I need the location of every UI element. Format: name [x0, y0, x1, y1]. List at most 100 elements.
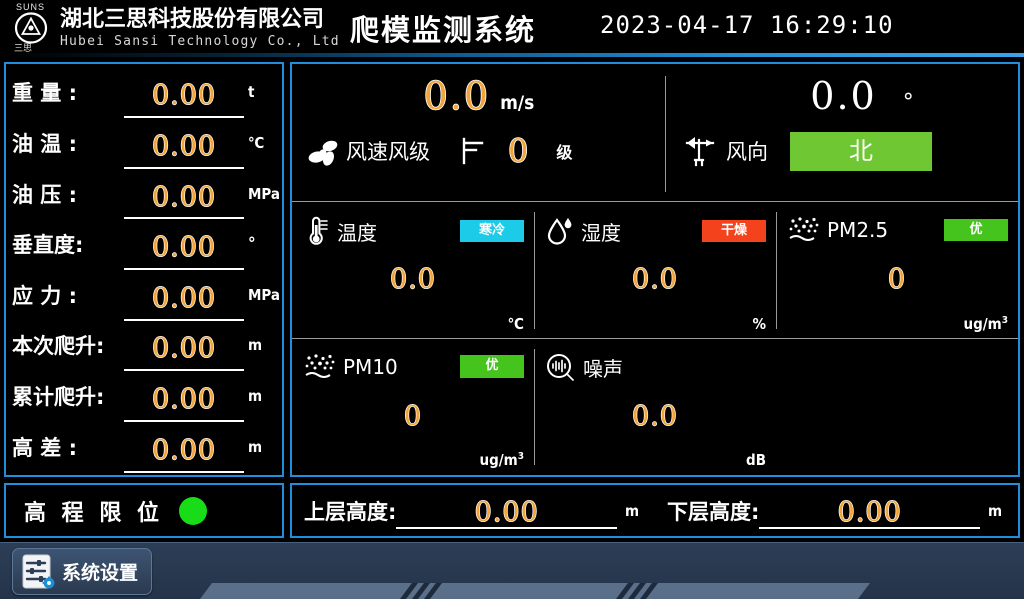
measurement-value: 0.00 — [151, 231, 217, 264]
wind-speed-unit: m/s — [500, 92, 535, 114]
wind-speed-cell: 0.0 m/s — [292, 64, 666, 202]
measurement-value: 0.00 — [151, 130, 217, 162]
wind-level-flag-icon — [460, 136, 486, 166]
measurement-value: 0.00 — [151, 333, 217, 365]
thermometer-icon — [304, 216, 330, 246]
sensor-name: PM2.5 — [827, 218, 889, 242]
sensor-grid: 温度 寒冷 0.0 ℃ 湿度 干燥 0.0% PM2.5 优 0 ug/m3 PM10 优 0 ug/m3… — [292, 202, 1018, 475]
measurement-value: 0.00 — [151, 434, 217, 466]
wind-level-readout: 风速风级 0 级 — [306, 131, 660, 171]
header-accent-line — [0, 53, 1024, 57]
wind-speed-value: 0.0 — [423, 73, 491, 119]
sensor-status-badge: 干燥 — [702, 219, 766, 243]
measurement-value: 0.00 — [151, 282, 217, 314]
logo-suns-text: SUNS — [16, 2, 46, 12]
layer-height-item: 下层高度: 0.00 m — [655, 485, 1018, 536]
wind-speed-label: 风速风级 — [346, 140, 430, 164]
wind-level-unit: 级 — [556, 143, 573, 162]
sensor-unit-exponent: 3 — [517, 451, 524, 462]
noise-meter-icon — [546, 353, 576, 383]
layer-height-unit: m — [988, 501, 1003, 520]
layer-height-value-field: 0.00 — [396, 490, 617, 529]
weather-vane-icon — [682, 134, 720, 168]
layer-height-value-field: 0.00 — [759, 490, 980, 529]
measurement-value-field: 0.00 — [124, 169, 244, 220]
logo-mark — [14, 12, 48, 49]
brand-text-block: 湖北三思科技股份有限公司 Hubei Sansi Technology Co.,… — [60, 8, 340, 49]
dust-particles-icon — [788, 216, 820, 244]
measurement-value-field: 0.00 — [124, 270, 244, 321]
sensor-value: 0 — [403, 400, 423, 432]
measurement-row: 本次爬升: 0.00 m — [12, 320, 278, 372]
sensor-header: 湿度 干燥 — [546, 216, 766, 246]
wind-direction-value: 0.0 — [810, 74, 877, 118]
measurement-row: 累计爬升: 0.00 m — [12, 371, 278, 422]
dust-particles-icon — [304, 353, 336, 381]
logo-sansi-text: 三思 — [14, 43, 33, 53]
sensor-value: 0.0 — [631, 400, 678, 432]
sensor-name: 温度 — [337, 220, 377, 245]
measurement-row: 重 量 : 0.00 t — [12, 67, 278, 119]
sensor-cell: 噪声 0.0 dB — [534, 339, 776, 476]
layer-height-panel: 上层高度: 0.00 m 下层高度: 0.00 m — [290, 483, 1020, 538]
sensor-unit: ug/m3 — [479, 451, 524, 469]
measurement-label: 重 量 : — [12, 81, 78, 106]
wind-direction-badge: 北 — [790, 132, 932, 171]
sensor-status-badge: 优 — [460, 355, 524, 378]
sensor-cell: PM2.5 优 0 ug/m3 — [776, 202, 1018, 339]
fan-icon — [306, 135, 340, 167]
elevation-limit-status-indicator — [178, 496, 207, 525]
sensor-unit-base: % — [752, 314, 766, 333]
sensor-cell: 温度 寒冷 0.0 ℃ — [292, 202, 534, 339]
sensor-name: 湿度 — [581, 220, 621, 245]
sensor-header: 噪声 — [546, 353, 766, 383]
measurement-unit: t — [248, 83, 255, 102]
layer-height-value: 0.00 — [837, 496, 902, 528]
measurement-value-field: 0.00 — [124, 68, 244, 119]
sensor-value: 0 — [887, 263, 907, 295]
header-bar: SUNS 三思 湖北三思科技股份有限公司 Hubei Sansi Technol… — [0, 0, 1024, 57]
wind-direction-unit: ° — [902, 90, 914, 115]
sensor-cell: 湿度 干燥 0.0% — [534, 202, 776, 339]
measurement-value: 0.00 — [151, 80, 217, 112]
sensor-unit: dB — [746, 451, 766, 469]
sensor-unit-base: ℃ — [507, 314, 524, 333]
measurement-label: 本次爬升: — [12, 334, 105, 359]
sensor-unit-base: ug/m — [963, 314, 1002, 333]
measurement-label: 高 差 : — [12, 435, 78, 460]
measurement-panel: 重 量 : 0.00 t 油 温 : 0.00 ℃ 油 压 : 0.00 MPa 垂直度: 0.00… — [4, 62, 284, 477]
sensor-cell-empty — [776, 339, 1018, 476]
sensor-unit-base: ug/m — [479, 451, 518, 469]
measurement-unit: MPa — [248, 184, 281, 203]
sensor-status-badge: 寒冷 — [460, 219, 524, 243]
sensor-name: PM10 — [343, 354, 398, 379]
sensor-value: 0.0 — [631, 263, 678, 295]
layer-height-unit: m — [625, 501, 640, 520]
layer-height-value: 0.00 — [474, 496, 539, 528]
wind-level-value: 0 — [507, 131, 531, 171]
sensor-unit: ℃ — [508, 315, 524, 333]
layer-height-label: 上层高度: — [304, 499, 397, 524]
system-settings-button[interactable]: 系统设置 — [12, 548, 152, 595]
taskbar-decoration — [0, 577, 1024, 599]
measurement-value-field: 0.00 — [124, 219, 244, 270]
measurement-label: 油 压 : — [12, 182, 78, 207]
measurement-label: 累计爬升: — [12, 385, 105, 410]
sensor-unit: ug/m3 — [963, 315, 1008, 333]
sensor-cell: PM10 优 0 ug/m3 — [292, 339, 534, 476]
measurement-label: 垂直度: — [12, 233, 84, 258]
page-title: 爬模监测系统 — [350, 13, 537, 47]
settings-sliders-icon — [22, 554, 55, 590]
company-name-en: Hubei Sansi Technology Co., Ltd — [60, 33, 340, 49]
water-drop-icon — [546, 216, 574, 246]
company-brand: SUNS 三思 湖北三思科技股份有限公司 Hubei Sansi Technol… — [6, 2, 340, 53]
measurement-row: 油 压 : 0.00 MPa — [12, 168, 281, 220]
wind-speed-readout: 0.0 m/s — [292, 73, 666, 119]
measurement-unit: m — [248, 437, 263, 456]
measurement-row: 油 温 : 0.00 ℃ — [12, 118, 278, 169]
elevation-limit-label: 高 程 限 位 — [24, 500, 163, 526]
wind-direction-detail: 风向 北 — [682, 132, 1008, 171]
measurement-label: 油 温 : — [12, 131, 78, 156]
measurement-row: 应 力 : 0.00 MPa — [12, 270, 280, 321]
